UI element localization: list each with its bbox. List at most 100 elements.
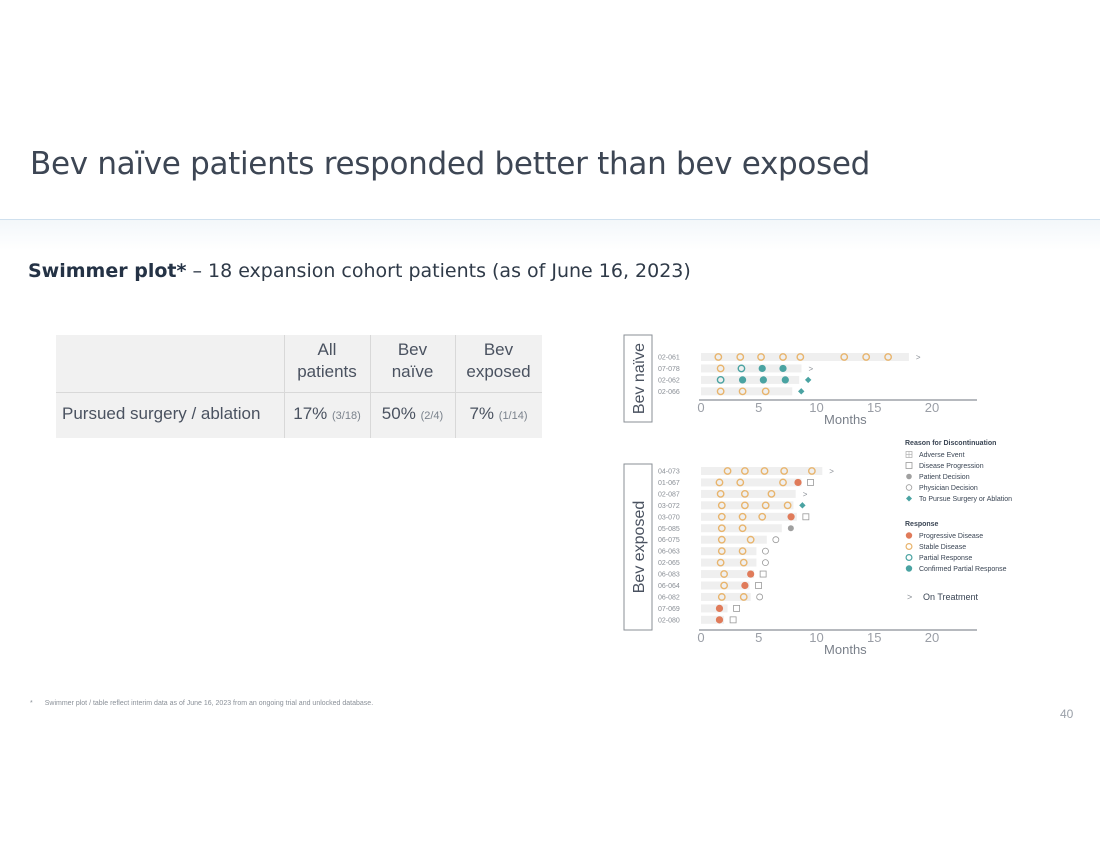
cell-frac: (2/4) xyxy=(420,410,444,422)
progressive-icon xyxy=(905,532,913,539)
patient-id-label: 02-080 xyxy=(658,617,680,624)
stable-response-marker xyxy=(717,524,726,533)
disease-progression-marker xyxy=(733,604,740,612)
patient-id-label: 07-078 xyxy=(658,366,680,373)
cell-pct: 7% xyxy=(469,404,495,423)
slide-subtitle: Swimmer plot* – 18 expansion cohort pati… xyxy=(28,260,691,282)
physician-decision-marker xyxy=(756,593,764,601)
legend-label: Patient Decision xyxy=(919,474,970,481)
page-number: 40 xyxy=(1060,707,1074,721)
on-treatment-marker: > xyxy=(808,364,813,373)
stable-response-marker xyxy=(738,512,747,521)
confirmed-response-marker xyxy=(779,364,787,373)
patient-bar xyxy=(701,512,797,521)
patient-decision-icon xyxy=(906,473,912,480)
stable-response-marker xyxy=(796,353,805,361)
stable-response-marker xyxy=(807,467,816,475)
patient-bar xyxy=(701,364,802,373)
disease-progression-marker xyxy=(755,582,762,589)
subtitle-bold: Swimmer plot* xyxy=(28,260,187,282)
cell-frac: (3/18) xyxy=(332,410,361,422)
panel-label-box xyxy=(623,463,653,631)
patient-id-label: 02-062 xyxy=(658,377,680,384)
stable-response-marker xyxy=(717,547,726,556)
on-treatment-marker: > xyxy=(916,353,921,362)
table-divider xyxy=(370,335,371,438)
partial-response-marker xyxy=(737,364,746,373)
stable-response-marker xyxy=(738,547,747,556)
surgery-marker xyxy=(804,376,812,384)
legend-label: On Treatment xyxy=(923,592,979,602)
footnote-text: Swimmer plot / table reflect interim dat… xyxy=(44,700,374,707)
progressive-response-marker xyxy=(794,478,802,487)
stable-response-marker xyxy=(738,387,747,396)
x-axis: 0 5 10 15 20 Months xyxy=(697,629,977,657)
legend-label: Disease Progression xyxy=(919,463,984,470)
table-divider xyxy=(284,335,285,438)
legend-label: Stable Disease xyxy=(919,544,966,551)
subtitle-text: – 18 expansion cohort patients (as of Ju… xyxy=(186,260,691,282)
patient-id-label: 02-066 xyxy=(658,389,680,396)
tick-label: 0 xyxy=(697,630,704,645)
patient-id-label: 02-061 xyxy=(658,355,680,362)
table-divider xyxy=(56,392,542,393)
slide-title: Bev naïve patients responded better than… xyxy=(30,146,871,182)
on-treatment-marker: > xyxy=(829,467,834,476)
tick-label: 15 xyxy=(867,630,881,645)
disease-progression-marker xyxy=(807,479,814,486)
stable-response-marker xyxy=(720,570,729,578)
progressive-response-marker xyxy=(741,581,749,590)
patient-bar xyxy=(701,353,909,361)
patient-bar xyxy=(701,604,728,613)
on-treatment-icon: > xyxy=(907,592,912,602)
cell-pct: 50% xyxy=(381,404,416,423)
patient-id-label: 02-087 xyxy=(658,491,680,498)
legend-label: Adverse Event xyxy=(919,452,965,459)
stable-response-marker xyxy=(717,501,726,510)
stable-response-marker xyxy=(736,353,745,361)
patient-id-label: 06-075 xyxy=(658,537,680,544)
patient-id-label: 06-063 xyxy=(658,549,680,556)
patient-bar xyxy=(701,375,800,384)
legend-label: To Pursue Surgery or Ablation xyxy=(919,496,1012,503)
stable-response-marker xyxy=(780,467,789,475)
stable-response-marker xyxy=(783,501,792,510)
patient-bar xyxy=(701,615,725,624)
stable-response-marker xyxy=(761,387,770,396)
patient-id-label: 03-070 xyxy=(658,514,680,521)
patient-bar xyxy=(701,547,757,556)
stable-response-marker xyxy=(717,512,726,521)
progressive-response-marker xyxy=(715,604,724,612)
stable-response-marker xyxy=(716,387,725,396)
stable-icon xyxy=(905,543,913,551)
disease-progression-marker xyxy=(802,513,810,521)
physician-decision-marker xyxy=(772,536,780,544)
tick-label: 20 xyxy=(925,630,939,645)
patient-id-label: 05-085 xyxy=(658,526,680,533)
tick-label: 5 xyxy=(755,400,762,415)
stable-response-marker xyxy=(761,501,770,510)
stable-response-marker xyxy=(720,581,729,590)
on-treatment-marker: > xyxy=(803,490,808,499)
x-axis: 0 5 10 15 20 Months xyxy=(697,399,977,427)
patient-bar xyxy=(701,558,757,567)
patient-id-label: 02-065 xyxy=(658,560,680,567)
physician-decision-marker xyxy=(762,547,769,555)
tick-label: 0 xyxy=(697,400,704,415)
patient-bar xyxy=(701,501,794,510)
patient-bar xyxy=(701,478,802,487)
stable-response-marker xyxy=(736,478,745,487)
progressive-response-marker xyxy=(747,570,755,578)
header-line: Bev xyxy=(397,340,428,359)
legend: Reason for Discontinuation Adverse Event D… xyxy=(905,440,1012,602)
title-divider xyxy=(0,219,1100,220)
tick-label: 15 xyxy=(867,400,881,415)
header-line: exposed xyxy=(466,362,531,381)
patient-id-label: 06-083 xyxy=(658,572,680,579)
cell-pct: 17% xyxy=(293,404,328,423)
patient-id-label: 06-064 xyxy=(658,583,680,590)
patient-id-label: 07-069 xyxy=(658,606,680,613)
legend-title: Response xyxy=(905,521,939,528)
stable-response-marker xyxy=(716,558,725,567)
disease-progression-marker xyxy=(759,570,767,578)
